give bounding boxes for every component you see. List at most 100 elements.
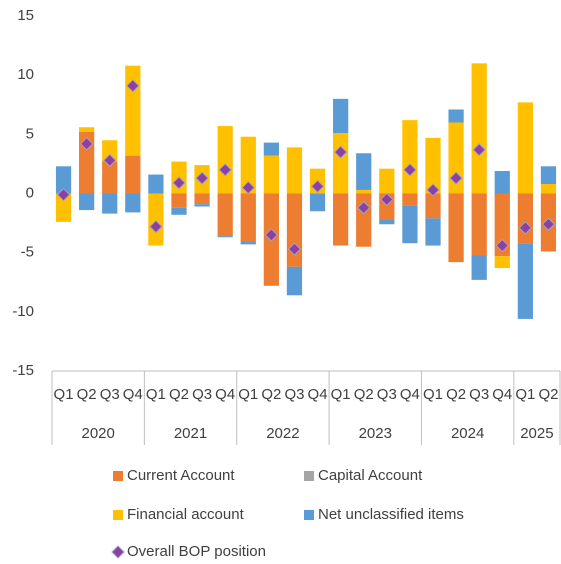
bar-segment: [517, 243, 533, 319]
bar-segment: [286, 193, 303, 267]
bar-segment: [425, 193, 441, 219]
x-tick-label: Q4: [400, 386, 420, 403]
y-tick-label: -10: [12, 303, 34, 320]
x-tick-label: Q4: [215, 386, 235, 403]
diamond-marker: [287, 242, 302, 256]
bar-segment: [471, 193, 487, 256]
bar-segment: [148, 193, 164, 246]
x-tick-label: Q1: [515, 386, 535, 403]
bar-segment: [171, 207, 187, 215]
legend-swatch: [304, 510, 314, 520]
diamond-marker: [172, 176, 186, 190]
diamond-marker: [264, 228, 279, 242]
bar-segment: [102, 140, 118, 162]
bar-segment: [402, 120, 418, 194]
bar-segment: [333, 193, 349, 246]
bar-segment: [494, 256, 510, 269]
y-tick-label: 10: [17, 66, 34, 83]
diamond-marker: [357, 200, 371, 215]
bar-segment: [217, 236, 233, 238]
bar-segment: [309, 193, 326, 212]
bar-segment: [333, 98, 349, 134]
x-tick-label: Q2: [77, 386, 97, 403]
x-tick-label: Q4: [492, 386, 512, 403]
x-tick-label: Q2: [354, 386, 374, 403]
diamond-marker: [426, 183, 440, 197]
bar-segment: [263, 155, 279, 194]
y-tick-label: 0: [26, 184, 34, 201]
bar-segment: [240, 193, 256, 243]
bar-segment: [402, 193, 418, 206]
bar-segment: [194, 193, 210, 205]
bar-segment: [79, 127, 95, 132]
bar-segment: [286, 266, 303, 296]
bar-segment: [425, 218, 441, 246]
x-tick-label: Q1: [331, 386, 351, 403]
diamond-marker: [56, 187, 71, 202]
x-tick-label: Q3: [377, 386, 397, 403]
x-tick-label: Q1: [54, 386, 74, 403]
diamond-marker: [403, 163, 417, 177]
bar-segment: [517, 102, 533, 194]
diamond-marker: [149, 219, 163, 234]
diamond-marker: [103, 153, 117, 168]
x-tick-label: Q2: [538, 386, 558, 403]
diamond-marker: [541, 217, 556, 231]
bar-segment: [102, 161, 118, 194]
group-label: 2023: [359, 425, 392, 442]
bar-segment: [540, 166, 557, 185]
bar-segment: [471, 63, 487, 194]
bar-segment: [402, 205, 418, 244]
y-tick-label: -15: [12, 362, 34, 379]
diamond-marker: [380, 192, 394, 207]
diamond-marker: [310, 179, 325, 194]
y-tick-label: -5: [21, 244, 34, 261]
bar-segment: [194, 204, 210, 207]
x-tick-label: Q2: [446, 386, 466, 403]
bar-segment: [379, 219, 395, 225]
x-tick-label: Q2: [261, 386, 281, 403]
diamond-marker: [472, 143, 486, 157]
group-label: 2025: [520, 425, 553, 442]
x-tick-label: Q3: [284, 386, 304, 403]
bar-segment: [494, 171, 510, 194]
bar-segment: [217, 193, 233, 237]
bar-segment: [517, 193, 533, 244]
bar-segment: [55, 166, 72, 194]
legend-marker: [111, 545, 125, 559]
y-tick-label: 5: [26, 125, 34, 142]
legend-label: Current Account: [127, 467, 235, 484]
bar-segment: [425, 137, 441, 194]
diamond-marker: [449, 171, 463, 185]
bar-segment: [55, 193, 72, 222]
diamond-marker: [218, 163, 232, 177]
bar-segment: [286, 147, 303, 194]
bar-segment: [240, 242, 256, 245]
legend-swatch: [113, 510, 123, 520]
bar-segment: [240, 136, 256, 194]
bar-segment: [333, 133, 349, 194]
x-tick-label: Q3: [469, 386, 489, 403]
group-label: 2024: [451, 425, 484, 442]
x-tick-label: Q1: [146, 386, 166, 403]
bar-segment: [448, 193, 464, 263]
diamond-marker: [195, 171, 209, 185]
bar-segment: [79, 131, 95, 194]
diamond-marker: [495, 238, 509, 253]
legend-label: Overall BOP position: [127, 543, 266, 560]
diamond-marker: [241, 180, 255, 195]
bar-segment: [171, 193, 187, 208]
bar-segment: [379, 168, 395, 194]
legend-swatch: [113, 471, 123, 481]
bar-segment: [79, 193, 95, 211]
bar-segment: [494, 193, 510, 257]
x-tick-label: Q3: [100, 386, 120, 403]
bar-segment: [217, 126, 233, 194]
diamond-marker: [126, 79, 140, 93]
x-tick-label: Q2: [169, 386, 189, 403]
bar-segment: [356, 189, 372, 194]
x-tick-label: Q1: [423, 386, 443, 403]
bar-segment: [471, 255, 487, 280]
x-tick-label: Q3: [192, 386, 212, 403]
